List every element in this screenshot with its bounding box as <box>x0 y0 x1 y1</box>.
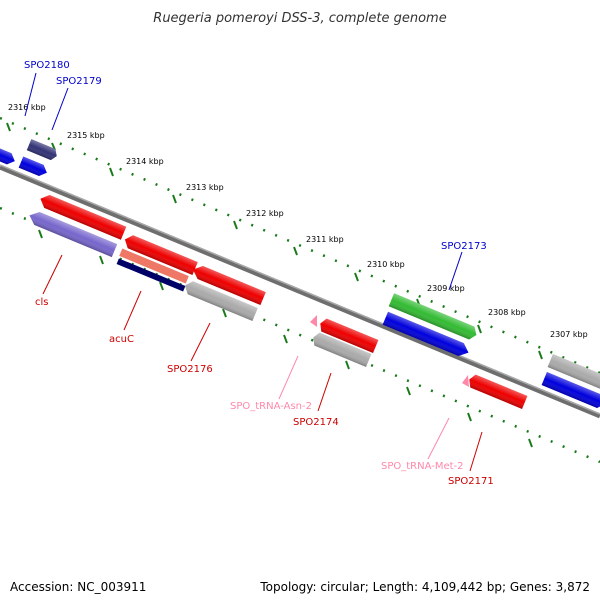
tick-mark <box>345 360 350 370</box>
tick-mark <box>172 194 177 204</box>
feature-SPO2173[interactable] <box>388 293 479 341</box>
tick-mark <box>6 122 11 132</box>
tick-mark <box>38 229 43 239</box>
outer-dotted-track <box>0 116 600 375</box>
leader-SPO_tRNA-Met-2 <box>427 417 450 460</box>
feature-SPO2176[interactable] <box>182 279 258 322</box>
label-SPO_tRNA-Asn-2[interactable]: SPO_tRNA-Asn-2 <box>230 401 312 412</box>
tick-mark <box>528 438 533 448</box>
leader-SPO_tRNA-Asn-2 <box>278 355 299 400</box>
tick-labels: 2316 kbp 2315 kbp 2314 kbp 2313 kbp 2312… <box>8 103 588 339</box>
tick-mark <box>233 220 238 230</box>
label-SPO2174[interactable]: SPO2174 <box>293 417 339 428</box>
accession-text: Accession: NC_003911 <box>10 580 147 594</box>
genome-backbone <box>0 164 600 419</box>
tick-mark <box>538 350 543 360</box>
tick-mark <box>477 324 482 334</box>
leader-SPO2171 <box>469 431 483 472</box>
leader-SPO2180 <box>24 72 37 117</box>
genome-stats-text: Topology: circular; Length: 4,109,442 bp… <box>260 580 590 594</box>
tick-label: 2312 kbp <box>246 209 284 218</box>
tick-label: 2308 kbp <box>488 308 526 317</box>
tick-mark <box>99 255 104 265</box>
label-SPO_tRNA-Met-2[interactable]: SPO_tRNA-Met-2 <box>381 461 464 472</box>
tick-label: 2309 kbp <box>427 284 465 293</box>
feature-navy[interactable] <box>116 258 186 292</box>
feature-red-3[interactable] <box>190 263 266 306</box>
label-SPO2173[interactable]: SPO2173 <box>441 241 487 252</box>
label-cls[interactable]: cls <box>35 297 49 308</box>
genome-backbone-highlight <box>0 164 600 415</box>
leader-SPO2179 <box>51 87 69 131</box>
forward-strand-features <box>0 139 600 410</box>
feature-SPO_tRNA-Met-2[interactable] <box>462 375 469 387</box>
tick-mark <box>159 281 164 291</box>
tick-mark <box>406 386 411 396</box>
inner-dotted-track <box>0 206 600 464</box>
tick-label: 2311 kbp <box>306 235 344 244</box>
feature-blue-edge[interactable] <box>0 145 17 167</box>
feature-blue-edge-right[interactable] <box>541 372 600 410</box>
map-title: Ruegeria pomeroyi DSS-3, complete genome <box>153 11 446 26</box>
label-SPO2179[interactable]: SPO2179 <box>56 76 102 87</box>
feature-acuC[interactable] <box>119 248 189 284</box>
reverse-strand-features <box>27 192 528 409</box>
feature-SPO2180[interactable] <box>18 156 49 178</box>
leader-SPO2174 <box>317 372 332 412</box>
feature-SPO_tRNA-Asn-2[interactable] <box>310 315 317 327</box>
leader-SPO2173 <box>448 251 463 291</box>
label-SPO2176[interactable]: SPO2176 <box>167 364 213 375</box>
feature-SPO2171[interactable] <box>467 373 528 409</box>
tick-mark <box>354 272 359 282</box>
leader-cls <box>42 254 63 295</box>
tick-mark <box>283 334 288 344</box>
label-SPO2171[interactable]: SPO2171 <box>448 476 494 487</box>
label-leaders <box>24 72 483 472</box>
tick-label: 2310 kbp <box>367 260 405 269</box>
label-acuC[interactable]: acuC <box>109 334 134 345</box>
inner-tick-track <box>38 229 533 448</box>
tick-mark <box>109 167 114 177</box>
feature-red-1[interactable] <box>38 192 127 240</box>
feature-grey-edge[interactable] <box>547 354 600 392</box>
tick-label: 2315 kbp <box>67 131 105 140</box>
feature-red-2[interactable] <box>122 233 198 276</box>
gene-labels: SPO2180 SPO2179 SPO2173 cls acuC SPO2176… <box>24 60 494 487</box>
leader-acuC <box>123 290 142 331</box>
feature-blue-SPO2172[interactable] <box>382 311 472 359</box>
feature-SPO2179[interactable] <box>26 139 59 162</box>
leader-SPO2176 <box>190 322 211 362</box>
tick-label: 2313 kbp <box>186 183 224 192</box>
feature-SPO2174[interactable] <box>318 317 379 353</box>
label-SPO2180[interactable]: SPO2180 <box>24 60 70 71</box>
tick-mark <box>222 308 227 318</box>
tick-label: 2307 kbp <box>550 330 588 339</box>
feature-cls[interactable] <box>27 209 118 258</box>
tick-mark <box>293 246 298 256</box>
feature-grey-2[interactable] <box>311 331 372 367</box>
tick-label: 2314 kbp <box>126 157 164 166</box>
tick-mark <box>467 412 472 422</box>
